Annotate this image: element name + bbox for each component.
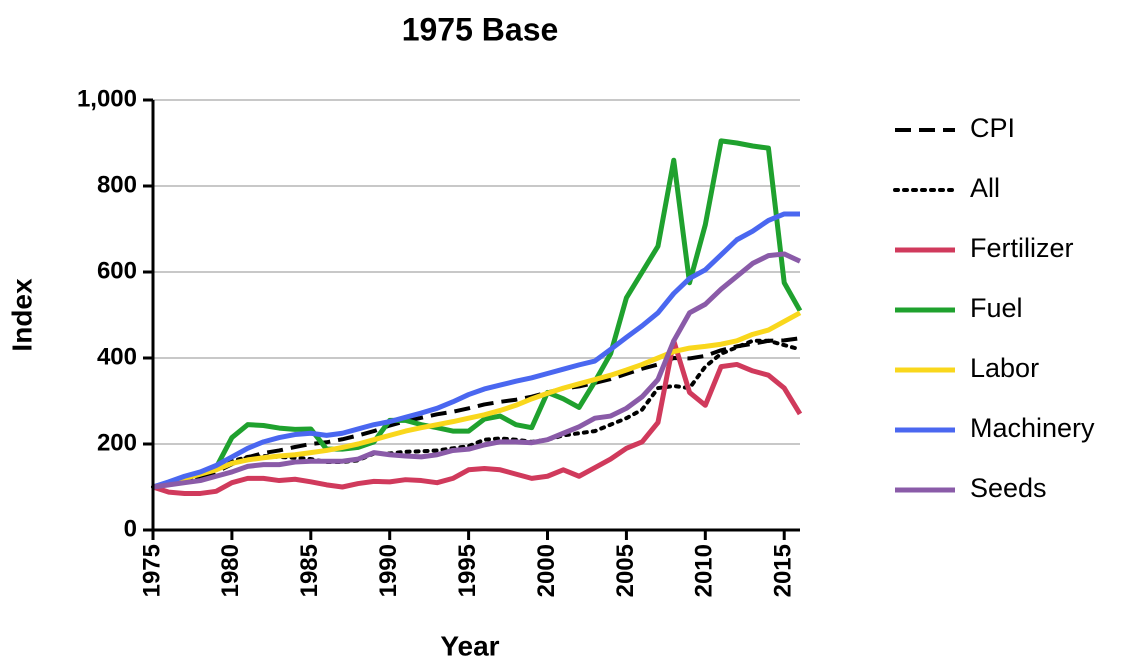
legend-label: Labor	[970, 353, 1039, 383]
series-line	[152, 336, 801, 489]
y-tick-label: 400	[97, 343, 137, 370]
x-tick-label: 2000	[533, 544, 560, 597]
series-line	[152, 338, 803, 496]
series-line	[152, 211, 800, 490]
series-line	[152, 138, 803, 490]
x-tick-label: 1990	[375, 544, 402, 597]
x-tick-label: 1985	[296, 544, 323, 597]
legend-label: CPI	[970, 113, 1015, 143]
series-line	[152, 310, 802, 490]
legend-label: Fuel	[970, 293, 1023, 323]
y-tick-label: 1,000	[77, 85, 137, 112]
y-tick-label: 800	[97, 171, 137, 198]
x-tick-label: 1995	[454, 544, 481, 597]
legend-label: Machinery	[970, 413, 1095, 443]
x-tick-label: 1980	[217, 544, 244, 597]
x-tick-label: 2010	[691, 544, 718, 597]
series-line	[152, 251, 802, 490]
y-tick-label: 0	[124, 515, 137, 542]
y-tick-label: 200	[97, 429, 137, 456]
x-tick-label: 2005	[612, 544, 639, 597]
legend-label: Fertilizer	[970, 233, 1074, 263]
x-axis-label: Year	[440, 630, 499, 661]
x-tick-label: 2015	[770, 544, 797, 597]
legend-label: All	[970, 173, 1000, 203]
x-tick-label: 1975	[138, 544, 165, 597]
y-tick-label: 600	[97, 257, 137, 284]
series-line	[151, 338, 802, 489]
y-axis-label: Index	[6, 278, 37, 352]
chart-title: 1975 Base	[402, 11, 559, 47]
legend-label: Seeds	[970, 473, 1047, 503]
